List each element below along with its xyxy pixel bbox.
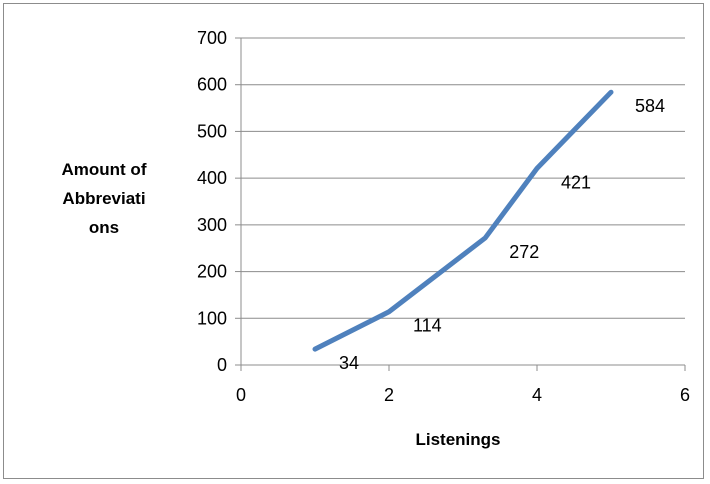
x-tick-label: 6 (680, 385, 690, 405)
x-tick-label: 2 (384, 385, 394, 405)
data-label: 34 (339, 353, 359, 373)
data-label: 272 (509, 242, 539, 262)
chart-frame (3, 3, 704, 479)
y-axis-tick-labels: 0 100 200 300 400 500 600 700 (197, 28, 227, 375)
series-line (312, 89, 614, 352)
x-axis-tick-labels: 0 2 4 6 (236, 385, 690, 405)
gridlines (241, 37, 685, 319)
y-tick-label: 0 (217, 355, 227, 375)
y-tick-label: 500 (197, 121, 227, 141)
y-tick-label: 400 (197, 168, 227, 188)
y-axis-title-line: ons (89, 218, 119, 237)
y-tick-label: 600 (197, 75, 227, 95)
y-tick-label: 300 (197, 215, 227, 235)
data-label: 114 (413, 316, 442, 336)
x-tick-label: 4 (532, 385, 542, 405)
x-axis-title: Listenings (415, 430, 500, 449)
y-axis-title-line: Amount of (62, 160, 147, 179)
y-tick-label: 100 (197, 308, 227, 328)
data-labels: 34 114 272 421 584 (339, 96, 665, 373)
axes (235, 37, 686, 371)
y-tick-label: 700 (197, 28, 227, 48)
y-axis-title: Amount of Abbreviati ons (62, 160, 147, 237)
series (312, 89, 614, 352)
x-tick-label: 0 (236, 385, 246, 405)
y-tick-label: 200 (197, 262, 227, 282)
data-label: 584 (635, 96, 665, 116)
y-axis-title-line: Abbreviati (62, 189, 145, 208)
data-label: 421 (561, 172, 591, 192)
